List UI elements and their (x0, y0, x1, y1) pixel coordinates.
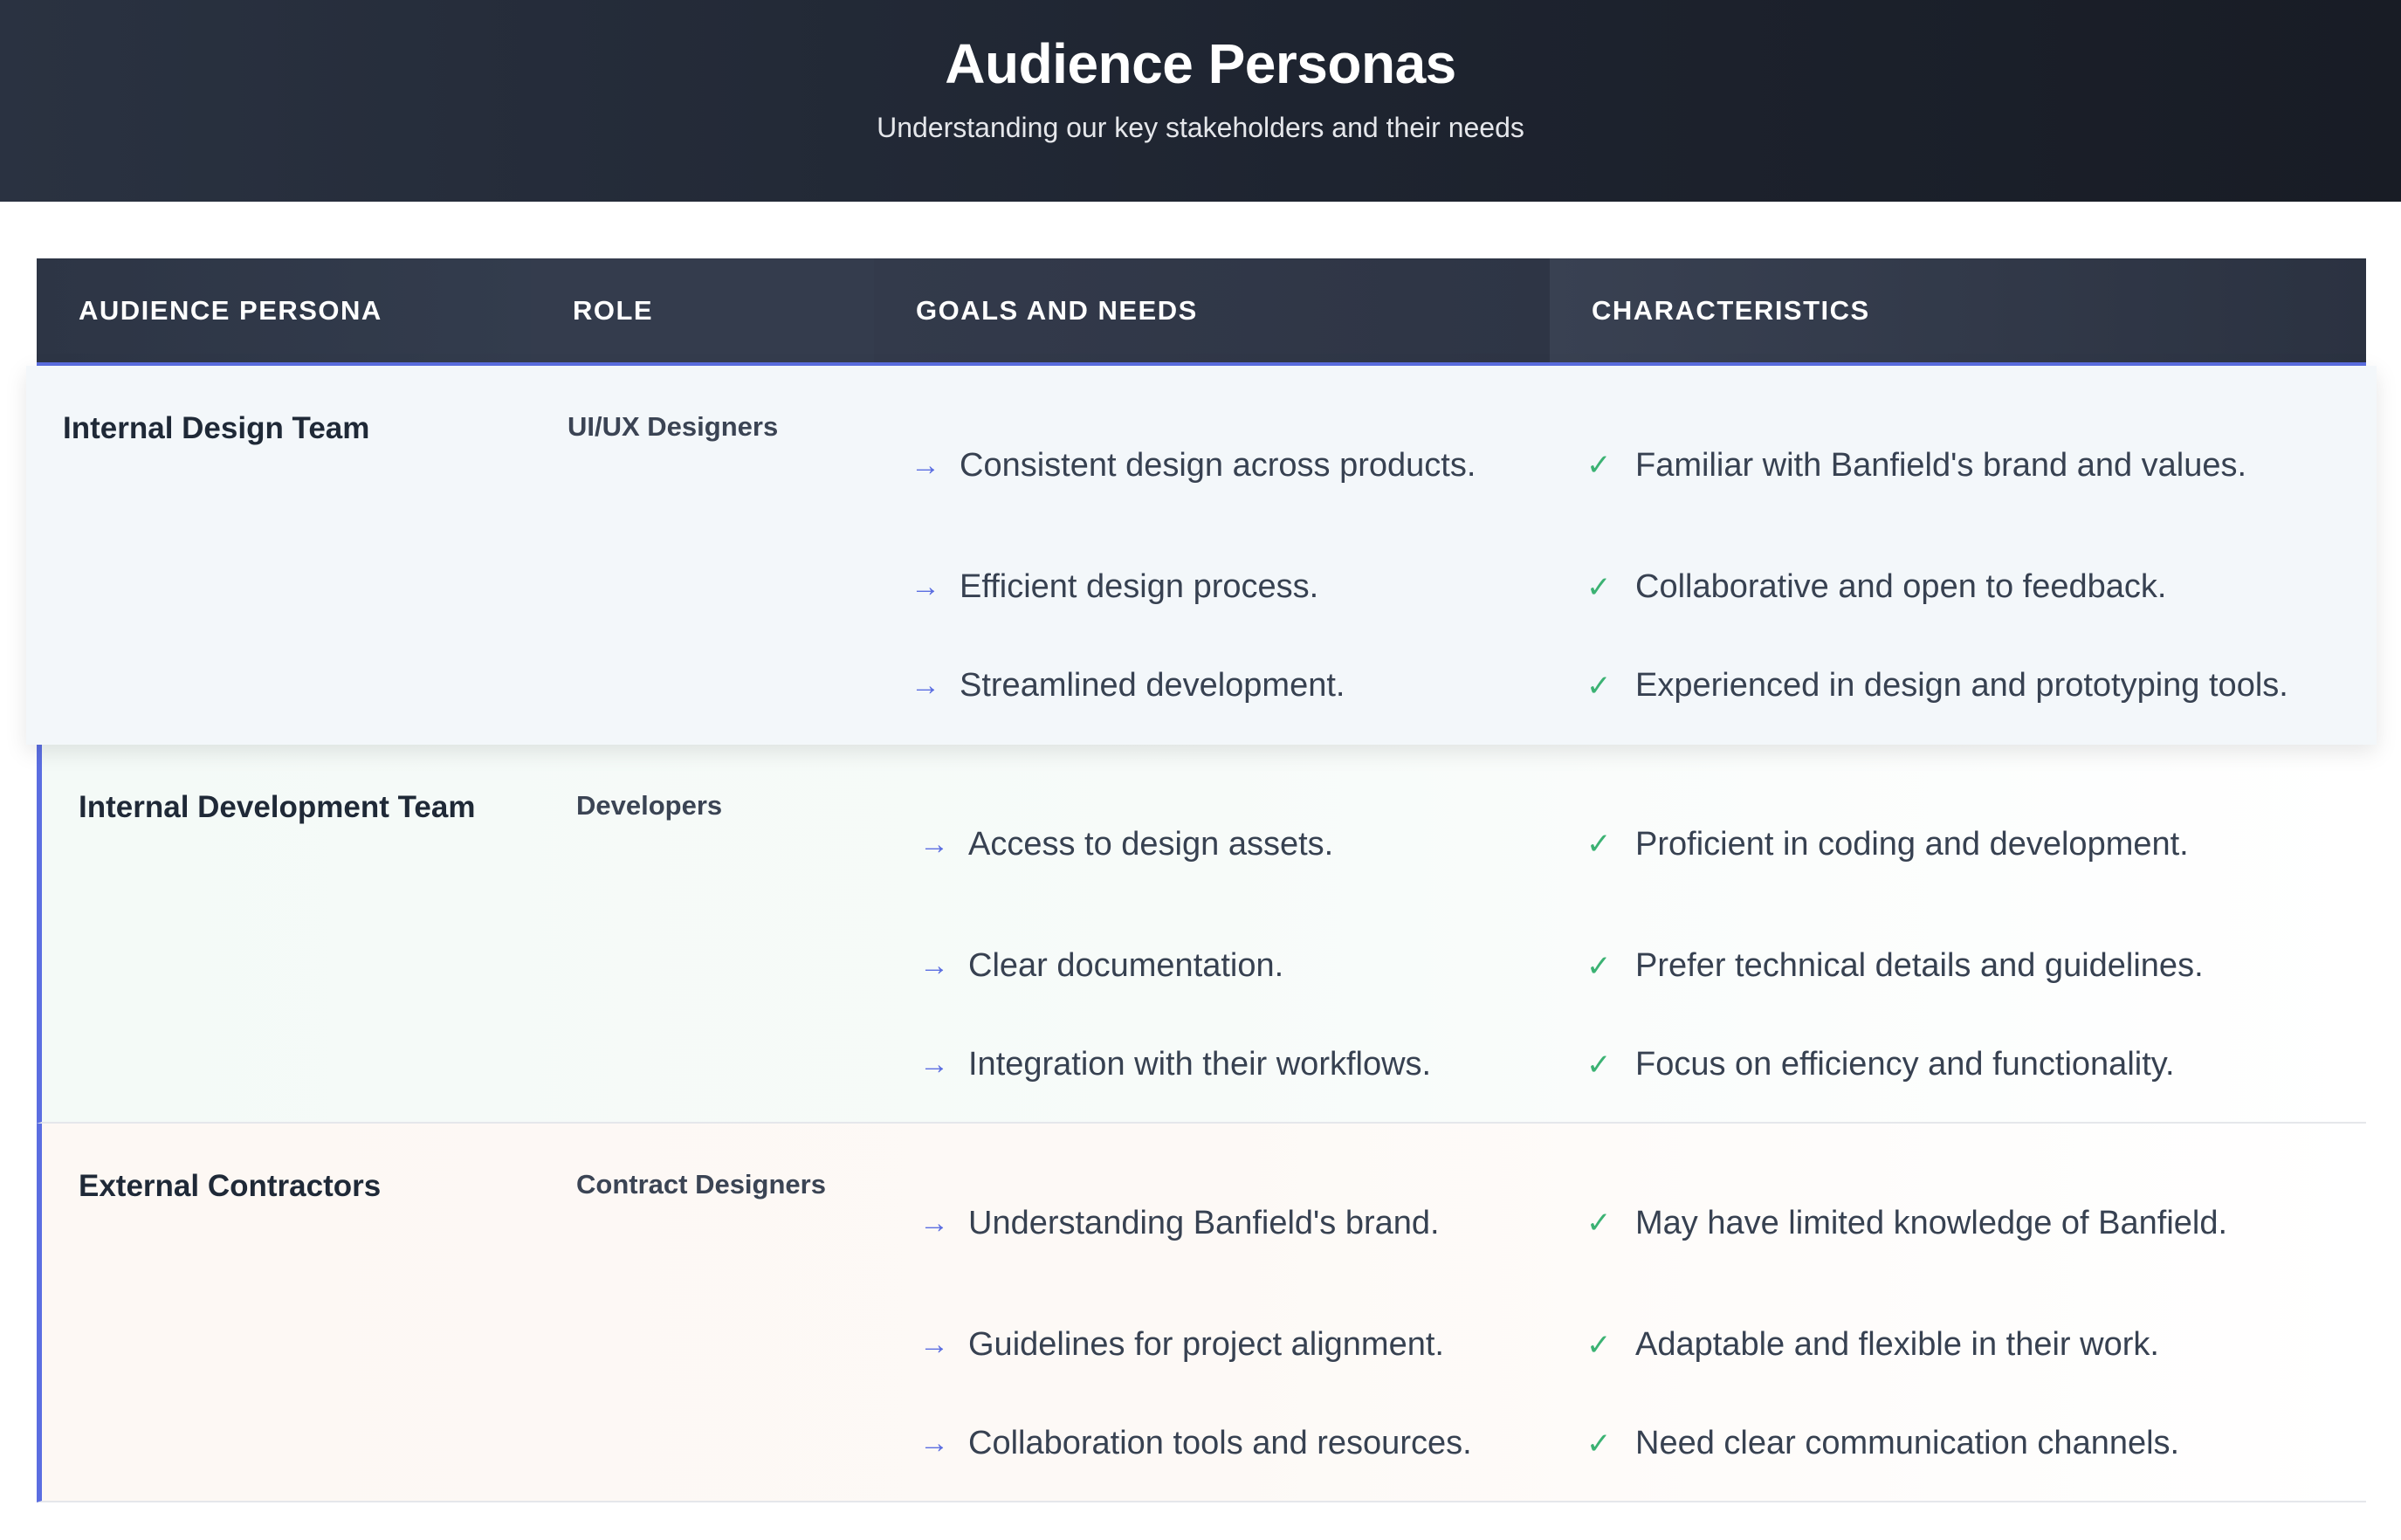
goal-text: Integration with their workflows. (968, 1046, 1432, 1083)
goal-item: → Integration with their workflows. (919, 1015, 1550, 1114)
characteristics-cell: ✓ Proficient in coding and development. ✓… (1550, 745, 2366, 1122)
characteristic-text: May have limited knowledge of Banfield. (1635, 1204, 2228, 1241)
characteristic-item: ✓ Familiar with Banfield's brand and valu… (1586, 439, 2366, 492)
characteristics-list: ✓ Familiar with Banfield's brand and valu… (1586, 411, 2366, 735)
characteristic-item: ✓ Focus on efficiency and functionality. (1586, 1015, 2366, 1114)
goal-item: → Understanding Banfield's brand. (919, 1197, 1550, 1249)
characteristic-item: ✓ May have limited knowledge of Banfield. (1586, 1197, 2366, 1249)
characteristics-cell: ✓ May have limited knowledge of Banfield.… (1550, 1124, 2366, 1501)
arrow-right-icon: → (919, 827, 949, 861)
check-icon: ✓ (1586, 949, 1612, 983)
arrow-right-icon: → (911, 448, 940, 482)
goal-item: → Guidelines for project alignment. (919, 1296, 1550, 1394)
goal-item: → Access to design assets. (919, 818, 1550, 870)
table-row: External Contractors Contract Designers … (37, 1124, 2366, 1502)
goal-item: → Streamlined development. (911, 636, 1550, 735)
goals-list: → Understanding Banfield's brand. → Guidel… (919, 1169, 1550, 1493)
characteristic-text: Collaborative and open to feedback. (1635, 568, 2167, 605)
arrow-right-icon: → (911, 570, 940, 603)
characteristics-list: ✓ May have limited knowledge of Banfield.… (1586, 1169, 2366, 1493)
goal-item: → Clear documentation. (919, 917, 1550, 1015)
goal-item: → Efficient design process. (911, 538, 1550, 636)
check-icon: ✓ (1586, 1427, 1612, 1461)
role-cell: UI/UX Designers (568, 411, 779, 442)
check-icon: ✓ (1586, 1207, 1612, 1240)
persona-cell: External Contractors (42, 1124, 531, 1501)
characteristics-cell: ✓ Familiar with Banfield's brand and valu… (1550, 366, 2366, 745)
check-icon: ✓ (1586, 449, 1612, 482)
goal-text: Access to design assets. (968, 825, 1334, 863)
check-icon: ✓ (1586, 669, 1612, 703)
characteristic-text: Familiar with Banfield's brand and value… (1635, 446, 2247, 484)
arrow-right-icon: → (919, 1206, 949, 1240)
personas-table: Audience Persona Role Goals and Needs Ch… (26, 258, 2377, 1502)
arrow-right-icon: → (911, 669, 940, 702)
persona-cell: Internal Design Team (26, 366, 531, 745)
goal-text: Efficient design process. (960, 568, 1319, 605)
goal-item: → Consistent design across products. (911, 439, 1550, 492)
goal-text: Guidelines for project alignment. (968, 1326, 1444, 1363)
arrow-right-icon: → (919, 1048, 949, 1081)
goal-text: Streamlined development. (960, 667, 1345, 704)
characteristic-item: ✓ Experienced in design and prototyping t… (1586, 636, 2366, 735)
arrow-right-icon: → (919, 949, 949, 982)
goal-text: Collaboration tools and resources. (968, 1425, 1472, 1461)
page-header: Audience Personas Understanding our key … (0, 0, 2401, 202)
arrow-right-icon: → (919, 1328, 949, 1361)
goals-list: → Consistent design across products. → Eff… (911, 411, 1550, 735)
table-row: Internal Design Team UI/UX Designers → Co… (26, 366, 2377, 745)
characteristic-text: Experienced in design and prototyping to… (1635, 667, 2288, 704)
characteristic-text: Focus on efficiency and functionality. (1635, 1046, 2175, 1083)
characteristic-item: ✓ Collaborative and open to feedback. (1586, 538, 2366, 636)
characteristic-item: ✓ Adaptable and flexible in their work. (1586, 1296, 2366, 1394)
check-icon: ✓ (1586, 1328, 1612, 1362)
persona-name: Internal Design Team (63, 411, 370, 445)
persona-name: Internal Development Team (79, 790, 476, 824)
goals-list: → Access to design assets. → Clear documen… (919, 790, 1550, 1114)
check-icon: ✓ (1586, 570, 1612, 604)
goals-cell: → Access to design assets. → Clear documen… (874, 745, 1550, 1122)
column-header-role: Role (531, 258, 874, 362)
arrow-right-icon: → (919, 1427, 949, 1460)
characteristic-text: Proficient in coding and development. (1635, 825, 2189, 863)
persona-name: External Contractors (79, 1169, 382, 1203)
page-title: Audience Personas (945, 32, 1456, 95)
column-header-goals: Goals and Needs (874, 258, 1550, 362)
persona-cell: Internal Development Team (42, 745, 531, 1122)
check-icon: ✓ (1586, 828, 1612, 861)
role-cell: Contract Designers (576, 1169, 826, 1200)
goal-text: Understanding Banfield's brand. (968, 1204, 1440, 1241)
page-subtitle: Understanding our key stakeholders and t… (877, 112, 1524, 143)
characteristic-item: ✓ Prefer technical details and guidelines… (1586, 917, 2366, 1015)
characteristic-text: Prefer technical details and guidelines. (1635, 947, 2204, 984)
characteristic-text: Adaptable and flexible in their work. (1635, 1326, 2159, 1363)
goal-text: Consistent design across products. (960, 446, 1476, 484)
characteristic-item: ✓ Need clear communication channels. (1586, 1394, 2366, 1493)
characteristics-list: ✓ Proficient in coding and development. ✓… (1586, 790, 2366, 1114)
characteristic-item: ✓ Proficient in coding and development. (1586, 818, 2366, 870)
check-icon: ✓ (1586, 1048, 1612, 1082)
goal-item: → Collaboration tools and resources. (919, 1394, 1550, 1493)
column-header-characteristics: Characteristics (1550, 258, 2366, 362)
goals-cell: → Understanding Banfield's brand. → Guidel… (874, 1124, 1550, 1501)
goals-cell: → Consistent design across products. → Eff… (874, 366, 1550, 745)
column-header-persona: Audience Persona (37, 258, 531, 362)
table-row: Internal Development Team Developers → Ac… (37, 745, 2366, 1124)
characteristic-text: Need clear communication channels. (1635, 1425, 2180, 1461)
table-header: Audience Persona Role Goals and Needs Ch… (37, 258, 2366, 366)
goal-text: Clear documentation. (968, 947, 1284, 984)
role-cell: Developers (576, 790, 723, 821)
